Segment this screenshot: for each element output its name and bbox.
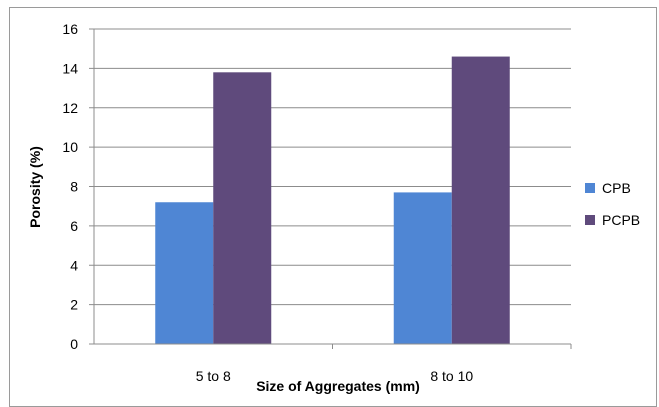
y-tick-label: 8: [70, 179, 78, 195]
legend: CPB PCPB: [585, 180, 640, 228]
x-tick-label: 8 to 10: [430, 368, 473, 384]
x-tick-label: 5 to 8: [196, 368, 231, 384]
legend-label-cpb: CPB: [602, 180, 631, 196]
y-tick-label: 6: [70, 218, 78, 234]
y-tick-label: 10: [62, 139, 78, 155]
y-axis-title: Porosity (%): [27, 146, 43, 228]
x-axis-ticks: 5 to 8 8 to 10: [196, 344, 572, 384]
bars: [155, 56, 510, 344]
x-axis-title: Size of Aggregates (mm): [256, 378, 420, 394]
legend-label-pcpb: PCPB: [602, 212, 640, 228]
y-tick-label: 16: [62, 21, 78, 37]
bar-pcpb-2: [451, 56, 510, 344]
y-tick-label: 14: [62, 60, 78, 76]
legend-swatch-cpb: [585, 183, 595, 193]
y-tick-label: 4: [70, 257, 78, 273]
bar-cpb-2: [393, 192, 452, 344]
y-tick-label: 12: [62, 100, 78, 116]
y-axis-ticks: 0 2 4 6 8 10 12 14 16: [62, 21, 94, 352]
y-tick-label: 0: [70, 336, 78, 352]
legend-swatch-pcpb: [585, 215, 595, 225]
bar-pcpb-1: [213, 72, 272, 344]
chart-frame: [9, 7, 657, 407]
bar-cpb-1: [155, 202, 214, 344]
y-tick-label: 2: [70, 297, 78, 313]
